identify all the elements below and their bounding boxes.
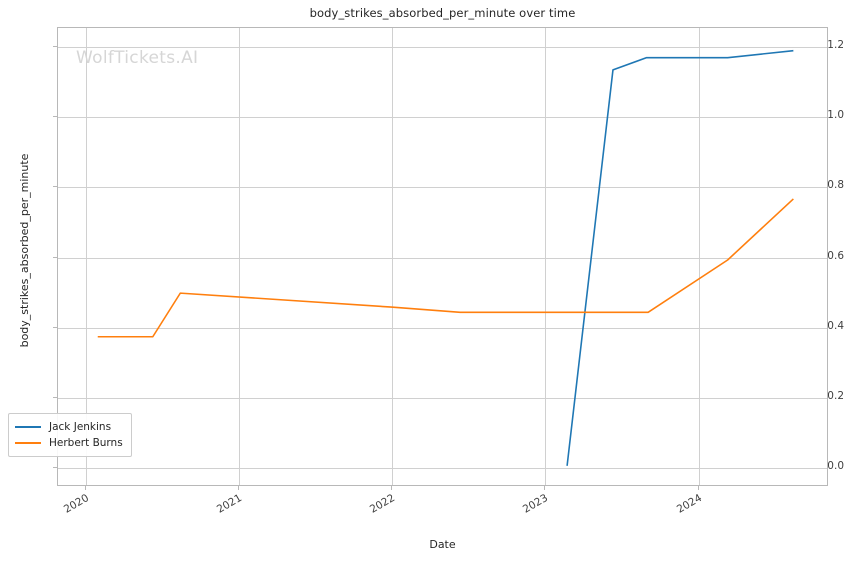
x-tick-mark xyxy=(697,486,699,490)
y-tick-label: 0.0 xyxy=(827,459,844,472)
y-tick-label: 0.4 xyxy=(827,319,844,332)
x-tick-label: 2021 xyxy=(214,492,244,516)
y-tick-mark xyxy=(53,396,57,398)
y-tick-label: 1.0 xyxy=(827,109,844,122)
legend-label-jack-jenkins: Jack Jenkins xyxy=(49,421,112,433)
chart-legend: Jack Jenkins Herbert Burns xyxy=(8,413,132,457)
legend-swatch-herbert-burns xyxy=(15,442,41,444)
x-tick-mark xyxy=(544,486,546,490)
x-tick-label: 2024 xyxy=(674,492,704,516)
gridline-horizontal xyxy=(58,397,827,399)
x-tick-label: 2023 xyxy=(521,492,551,516)
x-axis-label: Date xyxy=(429,538,456,551)
y-tick-label: 0.6 xyxy=(827,249,844,262)
legend-swatch-jack-jenkins xyxy=(15,426,41,428)
y-tick-mark xyxy=(53,326,57,328)
gridline-horizontal xyxy=(58,117,827,119)
x-tick-label: 2020 xyxy=(61,492,91,516)
y-tick-mark xyxy=(53,466,57,468)
y-tick-mark xyxy=(53,46,57,48)
gridline-horizontal xyxy=(58,467,827,469)
x-tick-mark xyxy=(84,486,86,490)
gridline-vertical xyxy=(238,28,240,485)
gridline-horizontal xyxy=(58,47,827,49)
series-lines xyxy=(97,49,794,466)
y-tick-mark xyxy=(53,116,57,118)
y-tick-label: 1.2 xyxy=(827,39,844,52)
gridline-horizontal xyxy=(58,327,827,329)
gridline-vertical xyxy=(392,28,394,485)
x-tick-mark xyxy=(391,486,393,490)
series-line-herbert-burns xyxy=(97,198,794,338)
y-tick-mark xyxy=(53,256,57,258)
y-tick-label: 0.8 xyxy=(827,179,844,192)
gridline-horizontal xyxy=(58,187,827,189)
gridline-horizontal xyxy=(58,257,827,259)
series-line-jack-jenkins xyxy=(566,49,794,466)
plot-area: WolfTickets.AI xyxy=(57,27,828,486)
gridline-vertical xyxy=(698,28,700,485)
x-tick-mark xyxy=(237,486,239,490)
y-tick-mark xyxy=(53,186,57,188)
gridline-vertical xyxy=(85,28,87,485)
legend-item: Jack Jenkins xyxy=(15,419,123,435)
x-tick-label: 2022 xyxy=(367,492,398,516)
legend-label-herbert-burns: Herbert Burns xyxy=(49,437,123,449)
gridline-vertical xyxy=(545,28,547,485)
y-tick-label: 0.2 xyxy=(827,389,844,402)
chart-title: body_strikes_absorbed_per_minute over ti… xyxy=(309,6,576,20)
legend-item: Herbert Burns xyxy=(15,435,123,451)
